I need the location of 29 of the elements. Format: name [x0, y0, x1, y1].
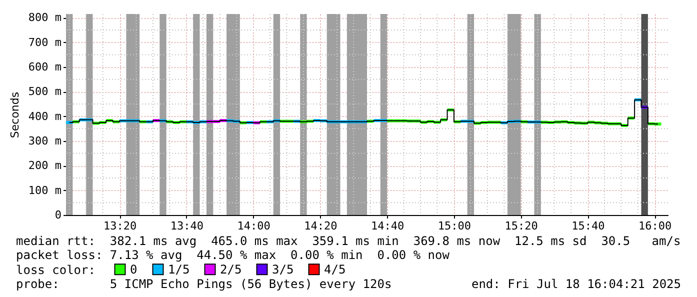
text: end: Fri Jul 18 16:04:21 2025 — [471, 277, 681, 291]
x-tick-label: 15:40 — [572, 220, 605, 232]
y-tick-label: 300 m — [28, 134, 62, 148]
y-tick-label: 800 m — [28, 11, 62, 24]
x-tick-label: 15:20 — [504, 220, 538, 232]
y-tick-label: 600 m — [28, 60, 62, 74]
text: packet loss: 7.13 % avg 44.50 % max 0.00 % min 0.00 % now — [16, 248, 450, 262]
y-tick-label: 100 m — [28, 184, 62, 197]
y-tick-label: 700 m — [28, 36, 62, 49]
y-tick-label: 0 — [54, 208, 62, 222]
text: median rtt: 382.1 ms avg 465.0 ms max 359.1 ms min 369.8 ms now 12.5 ms sd 30.5 am/s — [16, 234, 681, 248]
y-tick-label: 400 m — [28, 110, 62, 123]
y-axis-title: Seconds — [8, 92, 22, 138]
x-tick-label: 16:00 — [638, 220, 672, 232]
x-tick-label: 14:00 — [237, 220, 270, 232]
legend-label: 0 — [130, 262, 138, 276]
legend-label: 3/5 — [272, 262, 294, 276]
x-tick-label: 14:40 — [371, 220, 404, 232]
x-tick-label: 14:20 — [304, 220, 338, 232]
x-tick-label: 15:00 — [438, 220, 472, 232]
x-tick-label: 13:40 — [170, 220, 204, 232]
y-tick-label: 500 m — [28, 85, 62, 98]
y-tick-label: 200 m — [28, 159, 62, 172]
text: probe: 5 ICMP Echo Pings (56 Bytes) every 120s — [16, 277, 392, 291]
x-tick-label: 13:20 — [103, 220, 137, 232]
legend-label: 2/5 — [220, 262, 242, 276]
legend-title: loss color: — [16, 263, 96, 277]
legend-label: 1/5 — [168, 262, 190, 276]
legend-label: 4/5 — [324, 262, 346, 276]
